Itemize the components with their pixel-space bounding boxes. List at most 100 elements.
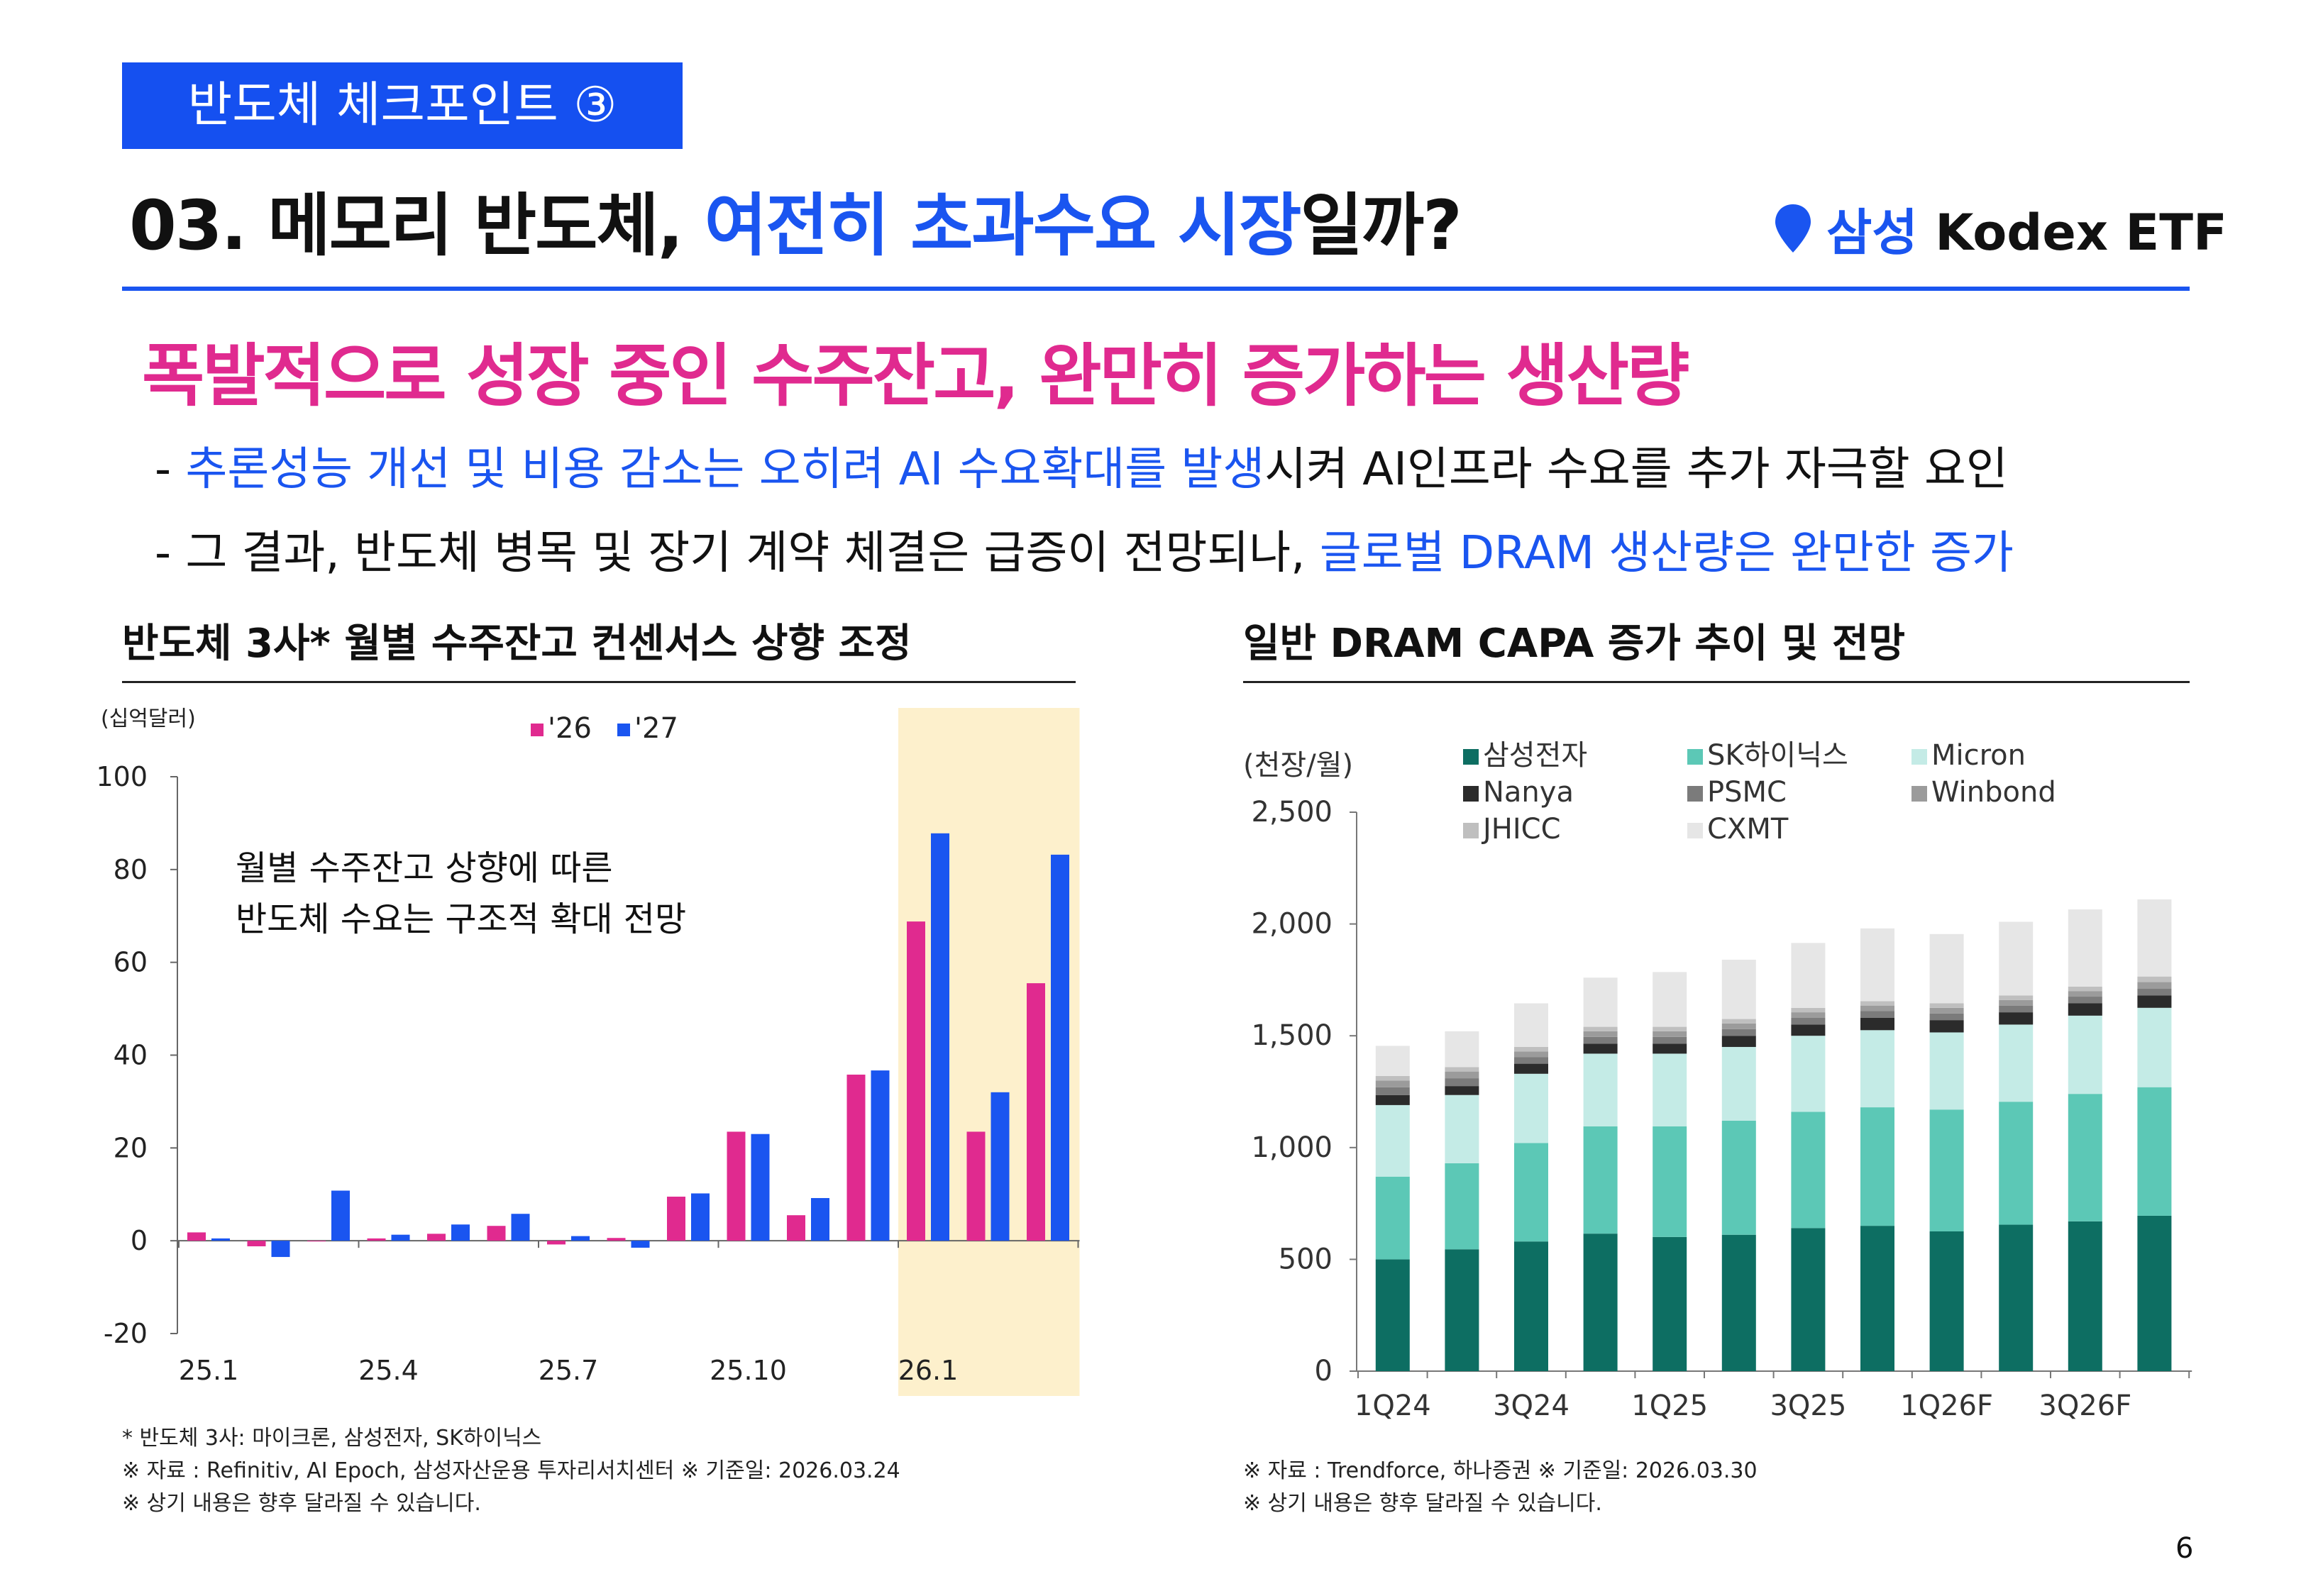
bar-Micron-2Q25 — [1721, 1046, 1756, 1121]
x-tick-label: 26.1 — [898, 1355, 959, 1386]
legend-swatch — [1911, 786, 1927, 802]
bar-'26-8 — [607, 1238, 626, 1241]
bar-Nanya-4Q26F — [2137, 995, 2172, 1008]
bar-CXMT-2Q25 — [1721, 960, 1756, 1019]
bar-Micron-1Q24 — [1375, 1104, 1410, 1177]
bar-JHICC-4Q24 — [1583, 1026, 1618, 1031]
x-tick-label: 3Q25 — [1770, 1390, 1846, 1422]
y-axis-unit: (천장/월) — [1243, 749, 1353, 782]
left-note-2: ※ 자료 : Refinitiv, AI Epoch, 삼성자산운용 투자리서치… — [122, 1458, 900, 1483]
y-tick-label: 20 — [114, 1132, 148, 1163]
bar-JHICC-4Q26F — [2137, 976, 2172, 982]
page-title: 03. 메모리 반도체, 여전히 초과수요 시장일까? — [129, 170, 1462, 269]
bar-'27-12 — [871, 1070, 890, 1241]
y-tick-label: 0 — [1315, 1355, 1333, 1387]
backlog-bar-chart: (십억달러) '26 '27 100 80 60 40 20 0 -20 25.1 25.4 25.… — [96, 706, 1080, 1396]
bar-PSMC-1Q25 — [1653, 1036, 1687, 1044]
bar-Micron-4Q26F — [2137, 1007, 2172, 1087]
bar-SK하이닉스-3Q24 — [1514, 1143, 1548, 1242]
legend-swatch — [1687, 749, 1703, 765]
legend: 삼성전자 SK하이닉스 Micron Nanya PSMC Winbond JHICC CXM… — [1463, 739, 2056, 846]
subtitle: 폭발적으로 성장 중인 수주잔고, 완만히 증가하는 생산량 — [142, 336, 1689, 416]
bar-삼성전자-4Q26F — [2137, 1215, 2172, 1371]
x-tick-label: 25.1 — [179, 1355, 239, 1386]
bar-JHICC-1Q26F — [1929, 1003, 1964, 1008]
bar-'27-11 — [811, 1197, 829, 1241]
right-chart-divider — [1243, 681, 2190, 683]
bar-'27-15 — [1051, 854, 1069, 1241]
bar-'27-7 — [571, 1236, 590, 1241]
bar-삼성전자-2Q24 — [1445, 1249, 1479, 1371]
bar-PSMC-1Q26F — [1929, 1013, 1964, 1021]
bar-PSMC-4Q26F — [2137, 989, 2172, 996]
legend-swatch — [531, 724, 544, 736]
section-tag: 반도체 체크포인트 ③ — [122, 62, 683, 149]
bar-Nanya-1Q26F — [1929, 1020, 1964, 1033]
dram-capa-stacked-chart: (천장/월) 삼성전자 SK하이닉스 Micron Nanya PSMC Winbond J… — [1243, 739, 2192, 1422]
legend-swatch — [1911, 749, 1927, 765]
bar-SK하이닉스-4Q24 — [1583, 1126, 1618, 1234]
bar-Micron-3Q26F — [2068, 1015, 2102, 1095]
legend-swatch — [1463, 749, 1479, 765]
bullet-1-prefix: - — [155, 443, 186, 496]
bar-CXMT-4Q26F — [2137, 899, 2172, 977]
bar-'26-14 — [966, 1131, 986, 1241]
bar-'27-8 — [631, 1241, 650, 1248]
bar-삼성전자-3Q25 — [1791, 1228, 1826, 1371]
bar-CXMT-1Q25 — [1653, 972, 1687, 1027]
brand-logo: 삼성 Kodex ETF — [1774, 193, 2227, 265]
legend-label: Micron — [1931, 739, 2026, 772]
bar-Winbond-3Q24 — [1514, 1051, 1548, 1058]
bar-삼성전자-4Q24 — [1583, 1234, 1618, 1371]
bar-Winbond-4Q25 — [1860, 1005, 1894, 1012]
bar-PSMC-3Q24 — [1514, 1057, 1548, 1064]
legend-label: Winbond — [1931, 776, 2056, 809]
bar-SK하이닉스-4Q25 — [1860, 1107, 1894, 1226]
bullet-1: - 추론성능 개선 및 비용 감소는 오히려 AI 수요확대를 발생시켜 AI인… — [155, 433, 2008, 498]
legend-swatch — [1463, 823, 1479, 838]
highlight-band — [898, 708, 1080, 1396]
y-tick-label: 80 — [114, 854, 148, 885]
bar-Nanya-2Q24 — [1445, 1086, 1479, 1095]
title-highlight: 여전히 초과수요 시장 — [704, 186, 1302, 265]
legend-swatch — [1687, 823, 1703, 838]
bar-'27-14 — [991, 1092, 1010, 1241]
bar-'26-11 — [787, 1215, 805, 1241]
bar-삼성전자-4Q25 — [1860, 1226, 1894, 1371]
x-tick-label: 25.10 — [710, 1355, 787, 1386]
bar-CXMT-1Q24 — [1375, 1046, 1410, 1076]
y-tick-label: 500 — [1279, 1243, 1333, 1275]
bar-Winbond-2Q26F — [1999, 999, 2034, 1006]
bar-CXMT-1Q26F — [1929, 933, 1964, 1004]
y-tick-label: 2,500 — [1251, 796, 1333, 829]
y-axis-unit: (십억달러) — [101, 706, 196, 731]
title-part2: 일까? — [1300, 186, 1462, 265]
bar-PSMC-2Q26F — [1999, 1005, 2034, 1013]
bar-'26-7 — [547, 1241, 566, 1245]
bar-Nanya-3Q25 — [1791, 1024, 1826, 1036]
bar-Winbond-4Q24 — [1583, 1031, 1618, 1037]
legend-label: 삼성전자 — [1483, 739, 1587, 772]
bar-CXMT-2Q24 — [1445, 1031, 1479, 1068]
bar-'26-13 — [907, 921, 925, 1241]
bar-Nanya-3Q24 — [1514, 1063, 1548, 1074]
bar-JHICC-3Q26F — [2068, 986, 2102, 992]
bar-'26-2 — [247, 1241, 266, 1247]
bar-SK하이닉스-1Q24 — [1375, 1176, 1410, 1260]
bar-JHICC-2Q25 — [1721, 1019, 1756, 1024]
bar-'27-6 — [511, 1214, 530, 1241]
bar-CXMT-3Q26F — [2068, 909, 2102, 987]
bar-Nanya-4Q24 — [1583, 1043, 1618, 1054]
bar-Micron-3Q25 — [1791, 1036, 1826, 1112]
bar-Micron-2Q26F — [1999, 1024, 2034, 1102]
bar-'27-5 — [451, 1224, 470, 1241]
bar-CXMT-3Q24 — [1514, 1003, 1548, 1047]
bar-Nanya-2Q25 — [1721, 1036, 1756, 1047]
bar-삼성전자-1Q25 — [1653, 1236, 1687, 1371]
right-chart-title: 일반 DRAM CAPA 증가 추이 및 전망 — [1243, 621, 1906, 667]
bar-Nanya-2Q26F — [1999, 1012, 2034, 1025]
x-tick-label: 25.7 — [539, 1355, 599, 1386]
bar-SK하이닉스-1Q25 — [1653, 1126, 1687, 1237]
bar-Micron-4Q25 — [1860, 1030, 1894, 1108]
bar-JHICC-2Q24 — [1445, 1067, 1479, 1072]
